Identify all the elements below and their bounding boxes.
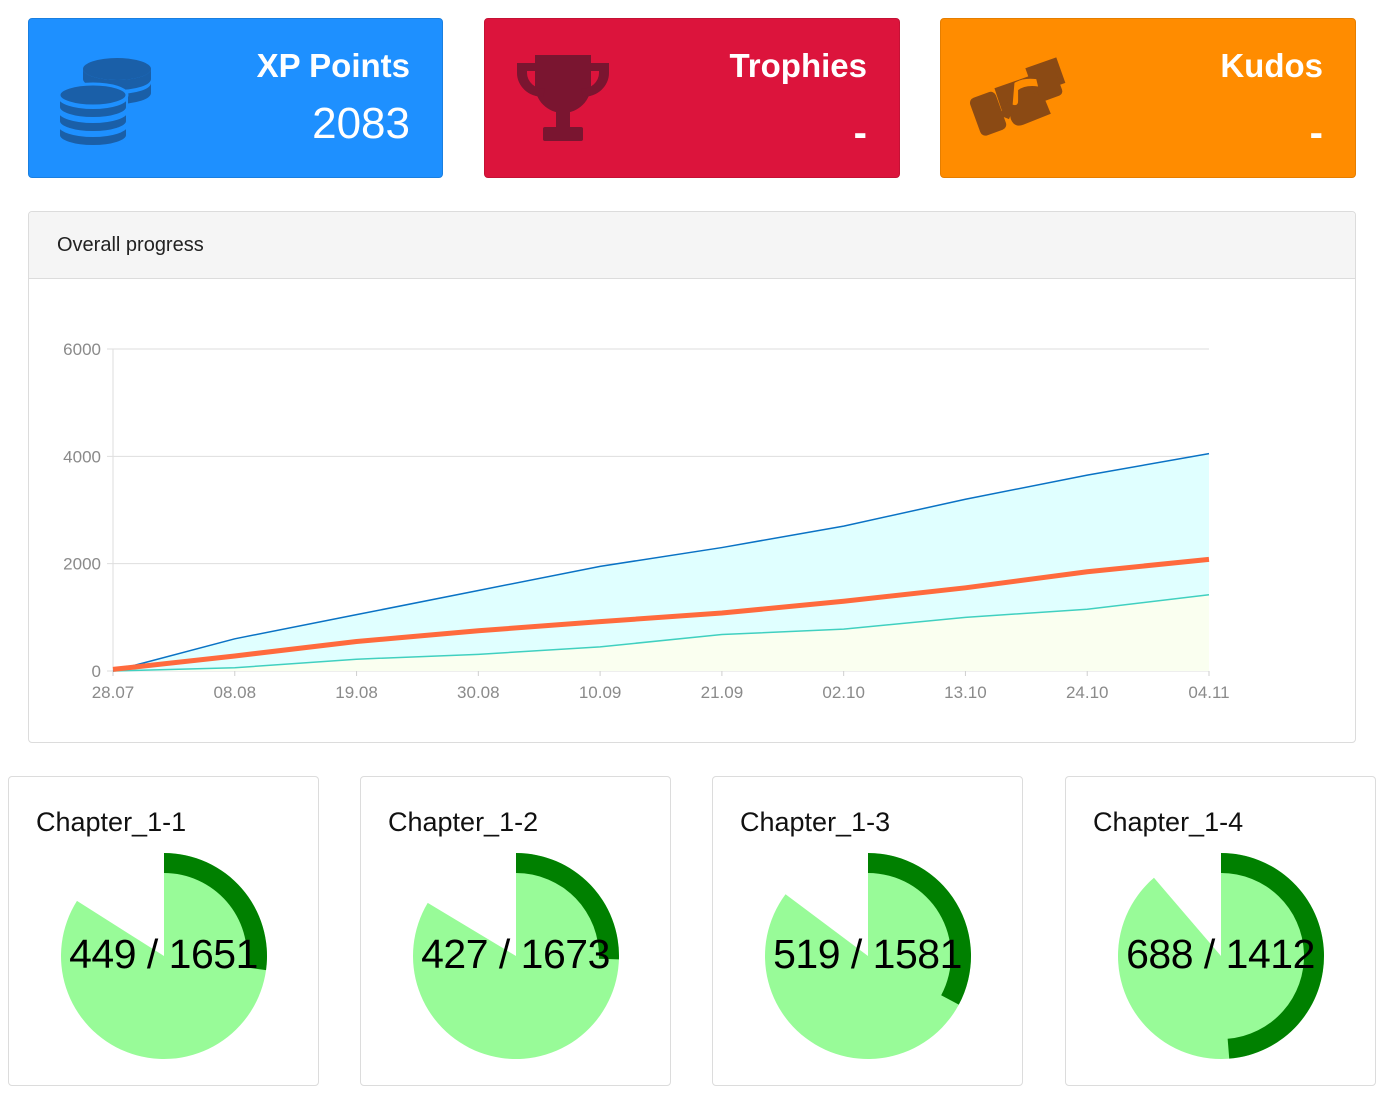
series-area (113, 453, 1209, 671)
x-tick-label: 30.08 (457, 683, 500, 702)
chapter-title: Chapter_1-2 (388, 807, 539, 837)
pie-ring-slice (164, 853, 268, 971)
x-tick-label: 28.07 (92, 683, 135, 702)
x-tick-label: 13.10 (944, 683, 987, 702)
chapter-progress-text: 427 / 1673 (421, 931, 610, 977)
pie-slice (413, 853, 619, 1059)
series-area (113, 594, 1209, 671)
y-tick-label: 2000 (63, 555, 101, 574)
trophies-value: - (853, 111, 867, 155)
kudos-value: - (1309, 111, 1323, 155)
chapter-progress-pie (61, 853, 268, 1059)
x-tick-label: 10.09 (579, 683, 622, 702)
y-tick-label: 0 (92, 662, 101, 681)
x-tick-label: 24.10 (1066, 683, 1109, 702)
chapter-title: Chapter_1-4 (1093, 807, 1244, 837)
series-line (112, 594, 1210, 672)
panel-title: Overall progress (57, 234, 204, 256)
pie-slice (61, 853, 267, 1059)
chapter-card[interactable]: Chapter_1-2 427 / 1673 (360, 776, 671, 1086)
trophies-label: Trophies (729, 47, 867, 84)
chapter-title: Chapter_1-3 (740, 807, 891, 837)
kudos-label: Kudos (1220, 47, 1323, 84)
pie-ring-slice (868, 853, 971, 1005)
kudos-card: Kudos - (940, 18, 1356, 178)
x-tick-label: 04.11 (1188, 683, 1229, 702)
chapter-card[interactable]: Chapter_1-3 519 / 1581 (712, 776, 1023, 1086)
y-tick-label: 4000 (63, 447, 101, 466)
trophies-card: Trophies - (484, 18, 900, 178)
chapter-progress-text: 688 / 1412 (1126, 931, 1315, 977)
x-tick-label: 02.10 (822, 683, 865, 702)
xp-points-label: XP Points (256, 47, 410, 84)
panel-header (29, 212, 1355, 279)
chapter-progress-pie (1118, 853, 1324, 1059)
pie-slice (765, 853, 971, 1059)
progress-chart: 0 2000 4000 6000 28.07 08.08 19.08 30.08 10.09 21… (63, 340, 1229, 702)
coins-icon (57, 58, 151, 147)
overall-progress-panel: Overall progress 0 2000 4000 6000 28.07 08.08… (28, 211, 1356, 743)
chapter-title: Chapter_1-1 (36, 807, 187, 837)
chapter-progress-pie (413, 853, 619, 1059)
pie-ring-slice (1221, 853, 1324, 1059)
chapter-progress-pie (765, 853, 971, 1059)
trophy-icon (517, 55, 609, 141)
xp-points-card: XP Points 2083 (28, 18, 443, 178)
chapter-progress-text: 519 / 1581 (773, 931, 962, 977)
series-line (112, 452, 1210, 672)
pie-ring-slice (516, 853, 619, 960)
chapter-progress-text: 449 / 1651 (69, 931, 258, 977)
handshake-icon (969, 57, 1066, 136)
y-tick-label: 6000 (63, 340, 101, 359)
chapter-card[interactable]: Chapter_1-1 449 / 1651 (8, 776, 319, 1086)
x-tick-label: 19.08 (335, 683, 378, 702)
series-line (112, 556, 1210, 672)
x-tick-label: 21.09 (701, 683, 744, 702)
xp-points-value: 2083 (312, 99, 410, 148)
x-tick-label: 08.08 (214, 683, 257, 702)
chapter-card[interactable]: Chapter_1-4 688 / 1412 (1065, 776, 1376, 1086)
pie-slice (1118, 853, 1324, 1059)
